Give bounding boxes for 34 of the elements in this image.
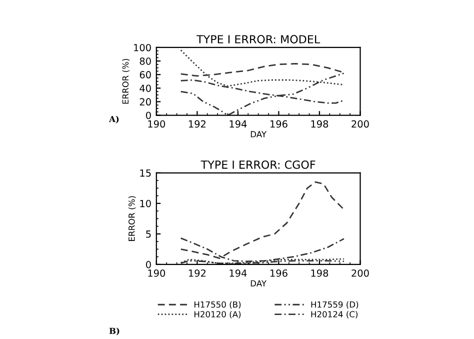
x-tick-label: 194 [230, 120, 247, 128]
x-tick-label: 200 [352, 269, 369, 277]
x-tick-label: 196 [270, 120, 288, 128]
y-tick-label: 0 [146, 112, 151, 120]
x-tick-label: 200 [352, 120, 369, 128]
x-tick-label: 196 [270, 269, 288, 277]
chart-title: TYPE I ERROR: MODEL [196, 35, 320, 44]
x-tick-label: 194 [230, 269, 247, 277]
x-axis-title: DAY [250, 131, 267, 138]
y-tick-label: 20 [140, 98, 151, 106]
y-tick-label: 15 [140, 169, 151, 177]
legend-label: H17559 (D) [311, 301, 358, 309]
legend-label: H20124 (C) [311, 310, 358, 318]
y-axis-title: ERROR (%) [122, 58, 130, 104]
x-tick-label: 190 [148, 269, 166, 277]
text: A) [108, 116, 119, 124]
x-tick-label: 198 [311, 269, 328, 277]
legend-label: H17550 (B) [194, 301, 241, 309]
x-tick-label: 190 [148, 120, 166, 128]
y-tick-label: 10 [140, 200, 151, 208]
y-tick-label: 60 [140, 71, 151, 78]
chart-title: TYPE I ERROR: CGOF [200, 160, 316, 169]
y-tick-label: 40 [140, 84, 151, 92]
legend-label: H20120 (A) [194, 310, 241, 318]
y-tick-label: 5 [146, 230, 151, 238]
y-axis-title: ERROR (%) [128, 196, 136, 241]
x-axis-title: DAY [250, 280, 267, 286]
y-tick-label: 0 [146, 260, 151, 268]
y-tick-label: 80 [140, 58, 151, 65]
x-tick-label: 198 [311, 120, 328, 128]
y-tick-label: 100 [134, 44, 151, 52]
x-tick-label: 192 [188, 120, 206, 128]
text: B) [109, 328, 120, 336]
x-tick-label: 192 [188, 269, 206, 277]
